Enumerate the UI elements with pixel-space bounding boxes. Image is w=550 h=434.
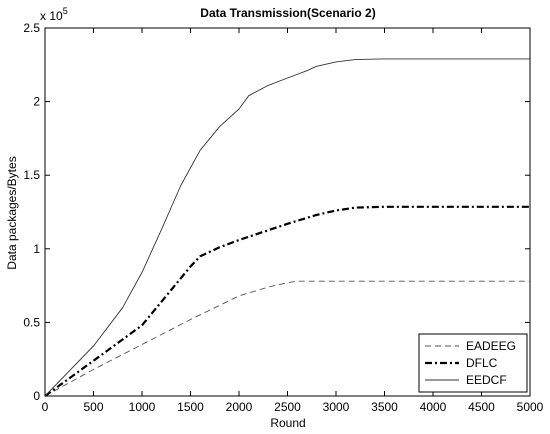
plot-area: 0 500 1000 1500 2000 2500 3000 3500 4000 4500 5000… — [23, 21, 543, 414]
series-line-dflc — [44, 205, 530, 397]
y-axis-multiplier-exponent: 5 — [63, 6, 68, 16]
x-tick-label: 500 — [83, 400, 103, 414]
legend-label-eedcf: EEDCF — [466, 373, 507, 387]
chart-title: Data Transmission(Scenario 2) — [200, 6, 375, 20]
y-tick-label: 1.5 — [23, 168, 40, 182]
series-line-eadeeg — [44, 280, 530, 397]
y-tick-label: 0.5 — [23, 315, 40, 329]
x-tick-label: 0 — [42, 400, 49, 414]
legend-label-dflc: DFLC — [466, 356, 498, 370]
legend-label-eadeeg: EADEEG — [466, 339, 516, 353]
series-line-eedcf — [44, 58, 530, 397]
x-tick-label: 2500 — [274, 400, 301, 414]
x-tick-label: 1500 — [177, 400, 204, 414]
x-tick-label: 1000 — [129, 400, 156, 414]
x-axis-label: Round — [270, 416, 305, 430]
y-tick-label: 0 — [33, 389, 40, 403]
x-tick-label: 5000 — [517, 400, 544, 414]
x-tick-label: 3500 — [371, 400, 398, 414]
y-tick-label: 2 — [33, 95, 40, 109]
y-axis-multiplier: x 105 — [40, 6, 68, 23]
x-tick-label: 4000 — [420, 400, 447, 414]
x-tick-label: 2000 — [226, 400, 253, 414]
y-tick-label: 1 — [33, 242, 40, 256]
x-tick-label: 4500 — [468, 400, 495, 414]
x-tick-label: 3000 — [323, 400, 350, 414]
y-tick-label: 2.5 — [23, 21, 40, 35]
y-axis-label: Data packages/Bytes — [5, 156, 19, 269]
y-axis-multiplier-base: x 10 — [40, 9, 63, 23]
